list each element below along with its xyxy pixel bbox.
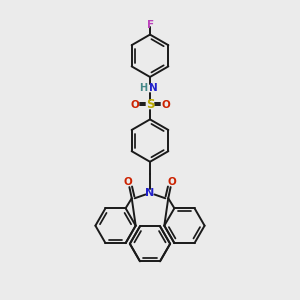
Text: O: O — [161, 100, 170, 110]
Text: S: S — [146, 98, 154, 111]
Text: N: N — [149, 83, 158, 93]
Text: O: O — [124, 177, 133, 187]
Text: O: O — [167, 177, 176, 187]
Text: N: N — [146, 188, 154, 198]
Text: F: F — [147, 20, 155, 30]
Text: O: O — [130, 100, 139, 110]
Text: H: H — [139, 83, 147, 93]
